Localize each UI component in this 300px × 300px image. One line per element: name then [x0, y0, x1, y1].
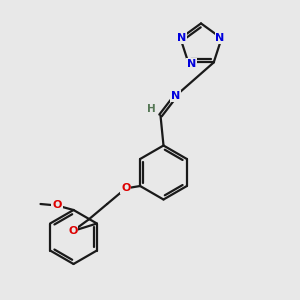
Text: N: N [171, 91, 180, 101]
Text: H: H [147, 104, 156, 114]
Text: N: N [187, 59, 196, 69]
Text: N: N [215, 33, 225, 43]
Text: O: O [68, 226, 78, 236]
Text: N: N [177, 33, 187, 43]
Text: O: O [52, 200, 62, 211]
Text: O: O [121, 183, 130, 194]
